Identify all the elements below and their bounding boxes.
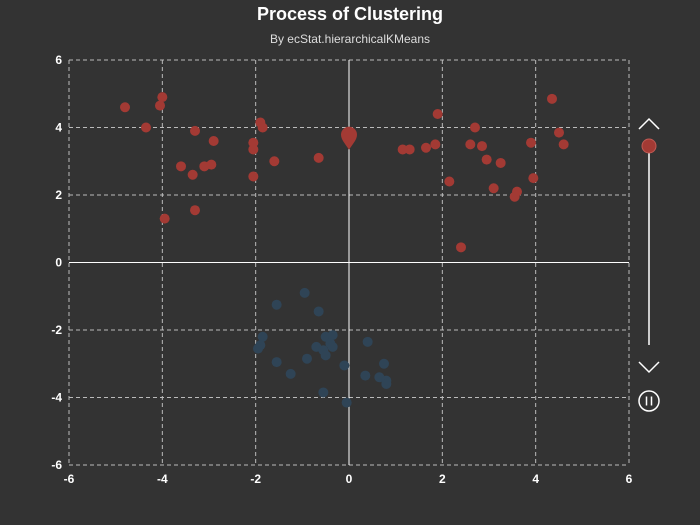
data-point-cluster-1 — [547, 93, 557, 104]
data-point-cluster-1 — [159, 213, 170, 224]
y-tick-label: 4 — [55, 121, 62, 135]
cluster-centers — [341, 126, 357, 150]
data-point-cluster-1 — [257, 122, 268, 133]
data-point-cluster-1 — [558, 139, 569, 150]
data-point-cluster-1 — [456, 242, 466, 253]
y-tick-label: -6 — [51, 458, 62, 472]
data-point-cluster-2 — [318, 387, 329, 398]
chart-title: Process of Clustering — [256, 4, 444, 24]
data-point-cluster-1 — [248, 171, 259, 182]
cluster-center-marker — [341, 126, 357, 150]
y-tick-label: 0 — [55, 256, 62, 270]
timeline-handle[interactable] — [641, 138, 657, 154]
x-tick-label: -4 — [157, 472, 168, 486]
data-point-cluster-1 — [477, 141, 487, 152]
data-point-cluster-2 — [285, 368, 296, 379]
data-point-cluster-2 — [271, 357, 282, 368]
data-point-cluster-1 — [430, 139, 441, 150]
data-point-cluster-1 — [208, 136, 219, 146]
data-point-cluster-1 — [141, 122, 151, 133]
x-tick-label: 2 — [439, 472, 446, 486]
data-point-cluster-1 — [190, 205, 200, 216]
x-tick-label: -6 — [64, 472, 75, 486]
y-tick-label: -4 — [51, 391, 62, 405]
data-point-cluster-2 — [360, 370, 371, 381]
data-point-cluster-1 — [554, 127, 564, 138]
y-tick-label: 6 — [55, 53, 62, 67]
data-point-cluster-2 — [320, 350, 331, 361]
data-point-cluster-1 — [176, 161, 186, 172]
data-point-cluster-1 — [269, 156, 280, 167]
data-point-cluster-1 — [528, 173, 539, 184]
y-tick-label: 2 — [55, 188, 62, 202]
data-point-cluster-1 — [495, 157, 506, 168]
data-point-cluster-2 — [327, 330, 338, 341]
data-point-cluster-1 — [488, 183, 499, 194]
timeline-control[interactable] — [638, 117, 660, 412]
data-point-cluster-1 — [397, 144, 408, 155]
x-tick-label: 6 — [626, 472, 633, 486]
data-point-cluster-2 — [362, 336, 373, 347]
data-point-cluster-2 — [381, 379, 392, 389]
data-point-cluster-1 — [465, 139, 476, 150]
data-point-cluster-2 — [327, 341, 338, 352]
data-point-cluster-1 — [404, 144, 415, 155]
data-point-cluster-2 — [313, 306, 324, 317]
data-point-cluster-2 — [253, 343, 263, 354]
data-point-cluster-2 — [302, 353, 312, 364]
data-point-cluster-1 — [512, 186, 522, 197]
y-tick-label: -2 — [51, 323, 62, 337]
data-point-cluster-2 — [379, 358, 389, 369]
data-point-cluster-1 — [187, 169, 198, 180]
data-point-cluster-1 — [190, 125, 200, 136]
data-point-cluster-2 — [257, 331, 268, 342]
chevron-down-icon[interactable] — [638, 361, 660, 374]
data-point-cluster-2 — [339, 360, 350, 371]
data-point-cluster-1 — [120, 102, 130, 113]
data-point-cluster-2 — [299, 287, 310, 298]
data-point-cluster-1 — [313, 152, 324, 163]
data-points — [120, 92, 569, 408]
data-point-cluster-1 — [526, 137, 536, 148]
chevron-up-icon[interactable] — [638, 117, 660, 130]
data-point-cluster-1 — [248, 144, 259, 155]
data-point-cluster-1 — [155, 100, 165, 111]
data-point-cluster-1 — [157, 92, 168, 103]
chart-subtitle: By ecStat.hierarchicalKMeans — [269, 32, 431, 46]
data-point-cluster-1 — [481, 154, 492, 165]
tick-labels: -6 -4 -2 0 2 4 6 6 4 2 0 -2 -4 -6 — [51, 53, 632, 486]
data-point-cluster-1 — [444, 176, 455, 187]
x-tick-label: 0 — [346, 472, 353, 486]
pause-icon[interactable] — [638, 390, 660, 412]
data-point-cluster-2 — [271, 299, 282, 310]
data-point-cluster-2 — [341, 397, 352, 408]
data-point-cluster-1 — [432, 109, 443, 119]
x-tick-label: 4 — [532, 472, 539, 486]
x-tick-label: -2 — [250, 472, 261, 486]
data-point-cluster-1 — [421, 142, 431, 153]
data-point-cluster-1 — [470, 122, 480, 133]
data-point-cluster-1 — [206, 159, 217, 170]
